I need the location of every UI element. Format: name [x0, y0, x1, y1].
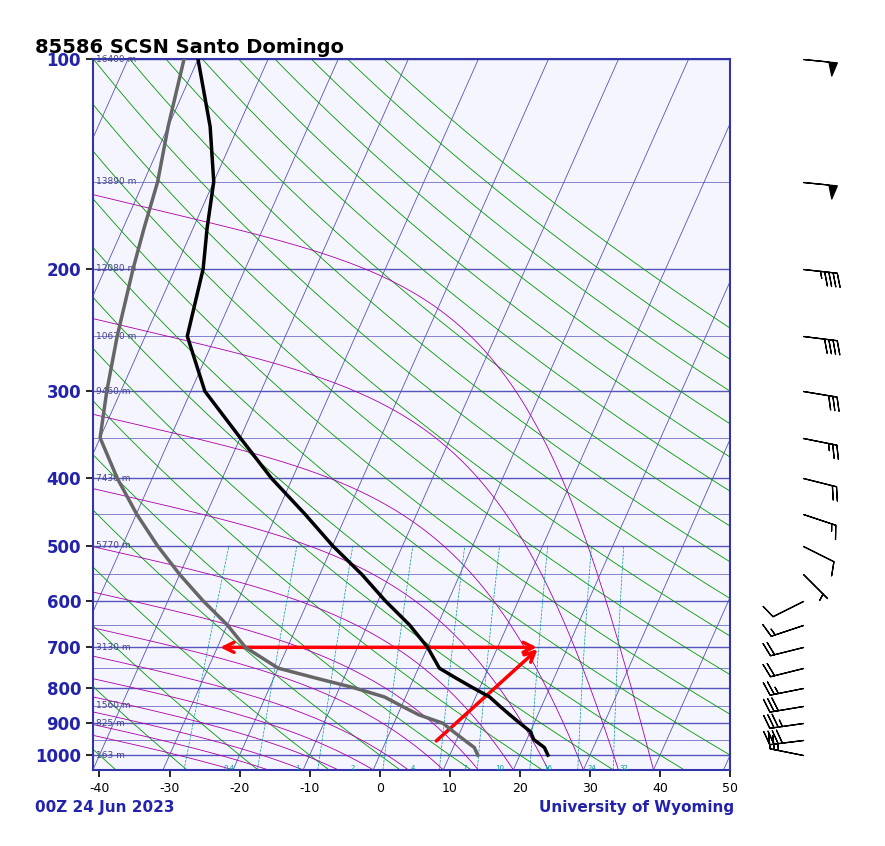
Text: 825 m: 825 m: [96, 719, 125, 728]
Text: 10: 10: [495, 766, 504, 772]
Text: 4: 4: [411, 766, 415, 772]
Text: 1560 m: 1560 m: [96, 701, 130, 711]
Text: 0.4: 0.4: [223, 766, 235, 772]
Text: 24: 24: [587, 766, 596, 772]
Text: 163 m: 163 m: [96, 750, 125, 760]
Text: 2: 2: [350, 766, 355, 772]
Text: 1: 1: [295, 766, 299, 772]
Text: 12080 m: 12080 m: [96, 264, 136, 273]
Text: 3130 m: 3130 m: [96, 643, 130, 651]
Text: 5770 m: 5770 m: [96, 541, 130, 550]
Text: 00Z 24 Jun 2023: 00Z 24 Jun 2023: [35, 800, 175, 816]
Text: 10670 m: 10670 m: [96, 332, 136, 341]
Text: 7430 m: 7430 m: [96, 474, 130, 483]
Text: 7: 7: [463, 766, 467, 772]
Text: 13890 m: 13890 m: [96, 178, 136, 186]
Text: 16: 16: [543, 766, 552, 772]
Text: 9460 m: 9460 m: [96, 387, 130, 396]
Text: 16400 m: 16400 m: [96, 55, 136, 63]
Text: 85586 SCSN Santo Domingo: 85586 SCSN Santo Domingo: [35, 38, 344, 57]
Text: 32: 32: [620, 766, 628, 772]
Text: University of Wyoming: University of Wyoming: [540, 800, 735, 816]
